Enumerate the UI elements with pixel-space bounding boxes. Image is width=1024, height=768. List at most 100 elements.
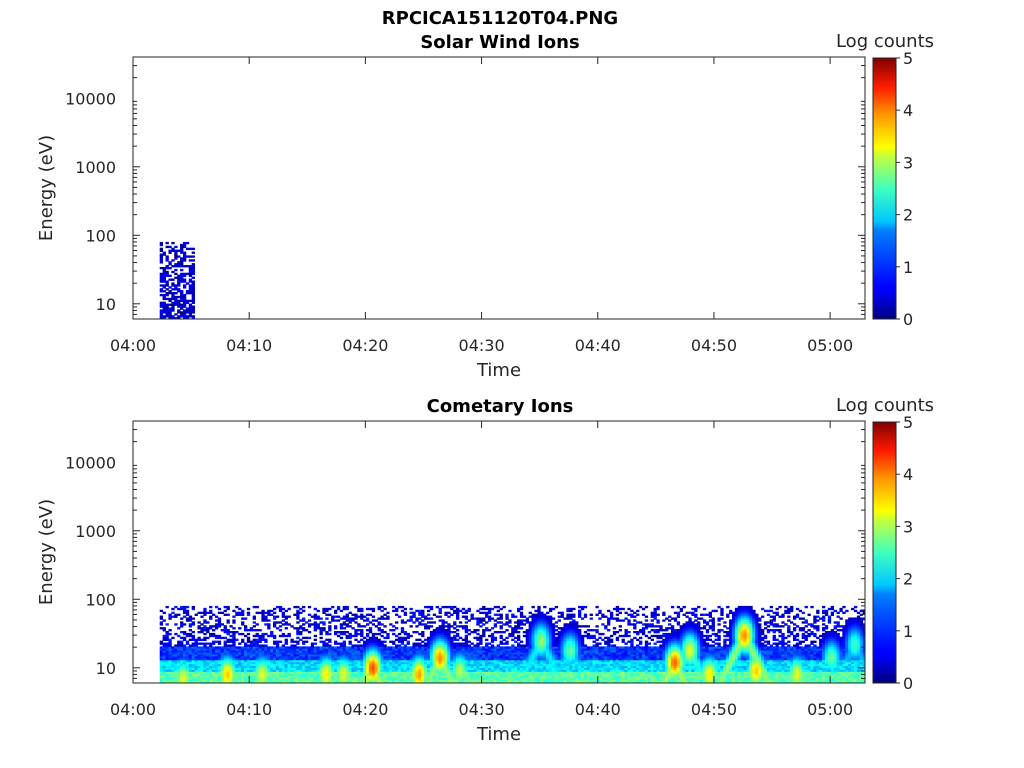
heatmap-cell bbox=[180, 673, 184, 676]
heatmap-cell bbox=[429, 636, 434, 640]
heatmap-cell bbox=[546, 669, 550, 672]
heatmap-cell bbox=[278, 665, 283, 668]
heatmap-cell bbox=[511, 681, 515, 683]
heatmap-cell bbox=[365, 646, 370, 649]
heatmap-cell bbox=[601, 623, 605, 626]
heatmap-cell bbox=[499, 667, 503, 670]
heatmap-cell bbox=[403, 632, 408, 636]
heatmap-cell bbox=[360, 679, 364, 682]
heatmap-cell bbox=[182, 241, 187, 245]
heatmap-cell bbox=[182, 609, 187, 613]
heatmap-cell bbox=[162, 278, 166, 281]
heatmap-cell bbox=[429, 638, 434, 642]
heatmap-cell bbox=[493, 673, 498, 676]
heatmap-cell bbox=[432, 654, 437, 657]
heatmap-cell bbox=[182, 646, 187, 649]
heatmap-cell bbox=[456, 615, 460, 618]
heatmap-cell bbox=[264, 677, 268, 680]
heatmap-cell bbox=[307, 663, 312, 667]
heatmap-cell bbox=[203, 621, 207, 624]
heatmap-cell bbox=[182, 280, 187, 283]
heatmap-cell bbox=[615, 617, 620, 620]
heatmap-cell bbox=[612, 659, 617, 663]
heatmap-cell bbox=[249, 627, 254, 630]
heatmap-cell bbox=[357, 656, 361, 659]
heatmap-cell bbox=[180, 646, 184, 649]
heatmap-cell bbox=[476, 646, 480, 649]
heatmap-cell bbox=[177, 669, 181, 672]
heatmap-cell bbox=[165, 636, 169, 640]
heatmap-cell bbox=[578, 648, 582, 651]
heatmap-cell bbox=[238, 607, 242, 611]
heatmap-cell bbox=[476, 619, 480, 622]
heatmap-cell bbox=[177, 661, 181, 665]
heatmap-cell bbox=[203, 629, 207, 632]
heatmap-cell bbox=[505, 650, 509, 653]
heatmap-cell bbox=[380, 623, 384, 626]
heatmap-cell bbox=[572, 671, 576, 674]
heatmap-cell bbox=[456, 650, 460, 653]
heatmap-cell bbox=[528, 652, 532, 655]
heatmap-cell bbox=[563, 640, 567, 643]
heatmap-cell bbox=[275, 615, 280, 618]
heatmap-cell bbox=[284, 654, 288, 657]
heatmap-cell bbox=[406, 642, 410, 645]
heatmap-cell bbox=[424, 615, 428, 618]
heatmap-cell bbox=[418, 648, 422, 651]
heatmap-cell bbox=[209, 650, 213, 653]
heatmap-cell bbox=[162, 303, 166, 306]
heatmap-cell bbox=[612, 673, 617, 676]
heatmap-cell bbox=[302, 636, 306, 640]
heatmap-cell bbox=[191, 681, 195, 683]
heatmap-cell bbox=[348, 657, 352, 661]
heatmap-cell bbox=[299, 619, 303, 622]
heatmap-cell bbox=[238, 659, 242, 663]
heatmap-cell bbox=[580, 671, 585, 674]
heatmap-cell bbox=[560, 611, 564, 615]
heatmap-cell bbox=[336, 642, 341, 645]
heatmap-cell bbox=[345, 657, 349, 661]
heatmap-cell bbox=[395, 659, 399, 663]
heatmap-cell bbox=[307, 652, 312, 655]
heatmap-cell bbox=[560, 629, 564, 632]
heatmap-cell bbox=[403, 671, 408, 674]
heatmap-cell bbox=[531, 605, 535, 609]
heatmap-cell bbox=[546, 634, 550, 638]
heatmap-cell bbox=[267, 625, 271, 628]
heatmap-cell bbox=[438, 681, 442, 683]
heatmap-cell bbox=[551, 634, 556, 638]
heatmap-cell bbox=[522, 661, 527, 665]
heatmap-cell bbox=[223, 665, 227, 668]
heatmap-cell bbox=[403, 663, 408, 667]
heatmap-cell bbox=[325, 677, 329, 680]
heatmap-cell bbox=[334, 669, 338, 672]
heatmap-cell bbox=[351, 617, 355, 620]
heatmap-cell bbox=[583, 661, 588, 665]
heatmap-cell bbox=[299, 671, 303, 674]
heatmap-cell bbox=[278, 625, 283, 628]
heatmap-cell bbox=[267, 623, 271, 626]
heatmap-cell bbox=[444, 677, 448, 680]
heatmap-cell bbox=[162, 290, 166, 293]
heatmap-cell bbox=[185, 663, 190, 667]
heatmap-cell bbox=[284, 648, 288, 651]
heatmap-cell bbox=[395, 661, 399, 665]
heatmap-cell bbox=[365, 665, 370, 668]
heatmap-cell bbox=[456, 646, 460, 649]
heatmap-cell bbox=[505, 665, 509, 668]
heatmap-cell bbox=[557, 677, 561, 680]
heatmap-cell bbox=[310, 656, 315, 659]
heatmap-cell bbox=[563, 656, 567, 659]
heatmap-cell bbox=[546, 667, 550, 670]
heatmap-cell bbox=[554, 656, 559, 659]
heatmap-cell bbox=[543, 675, 547, 678]
heatmap-cell bbox=[296, 650, 300, 653]
heatmap-cell bbox=[191, 290, 195, 293]
heatmap-cell bbox=[522, 656, 527, 659]
heatmap-cell bbox=[383, 667, 387, 670]
heatmap-cell bbox=[331, 619, 335, 622]
heatmap-cell bbox=[392, 671, 396, 674]
heatmap-cell bbox=[302, 642, 306, 645]
heatmap-cell bbox=[569, 667, 573, 670]
heatmap-cell bbox=[296, 673, 300, 676]
